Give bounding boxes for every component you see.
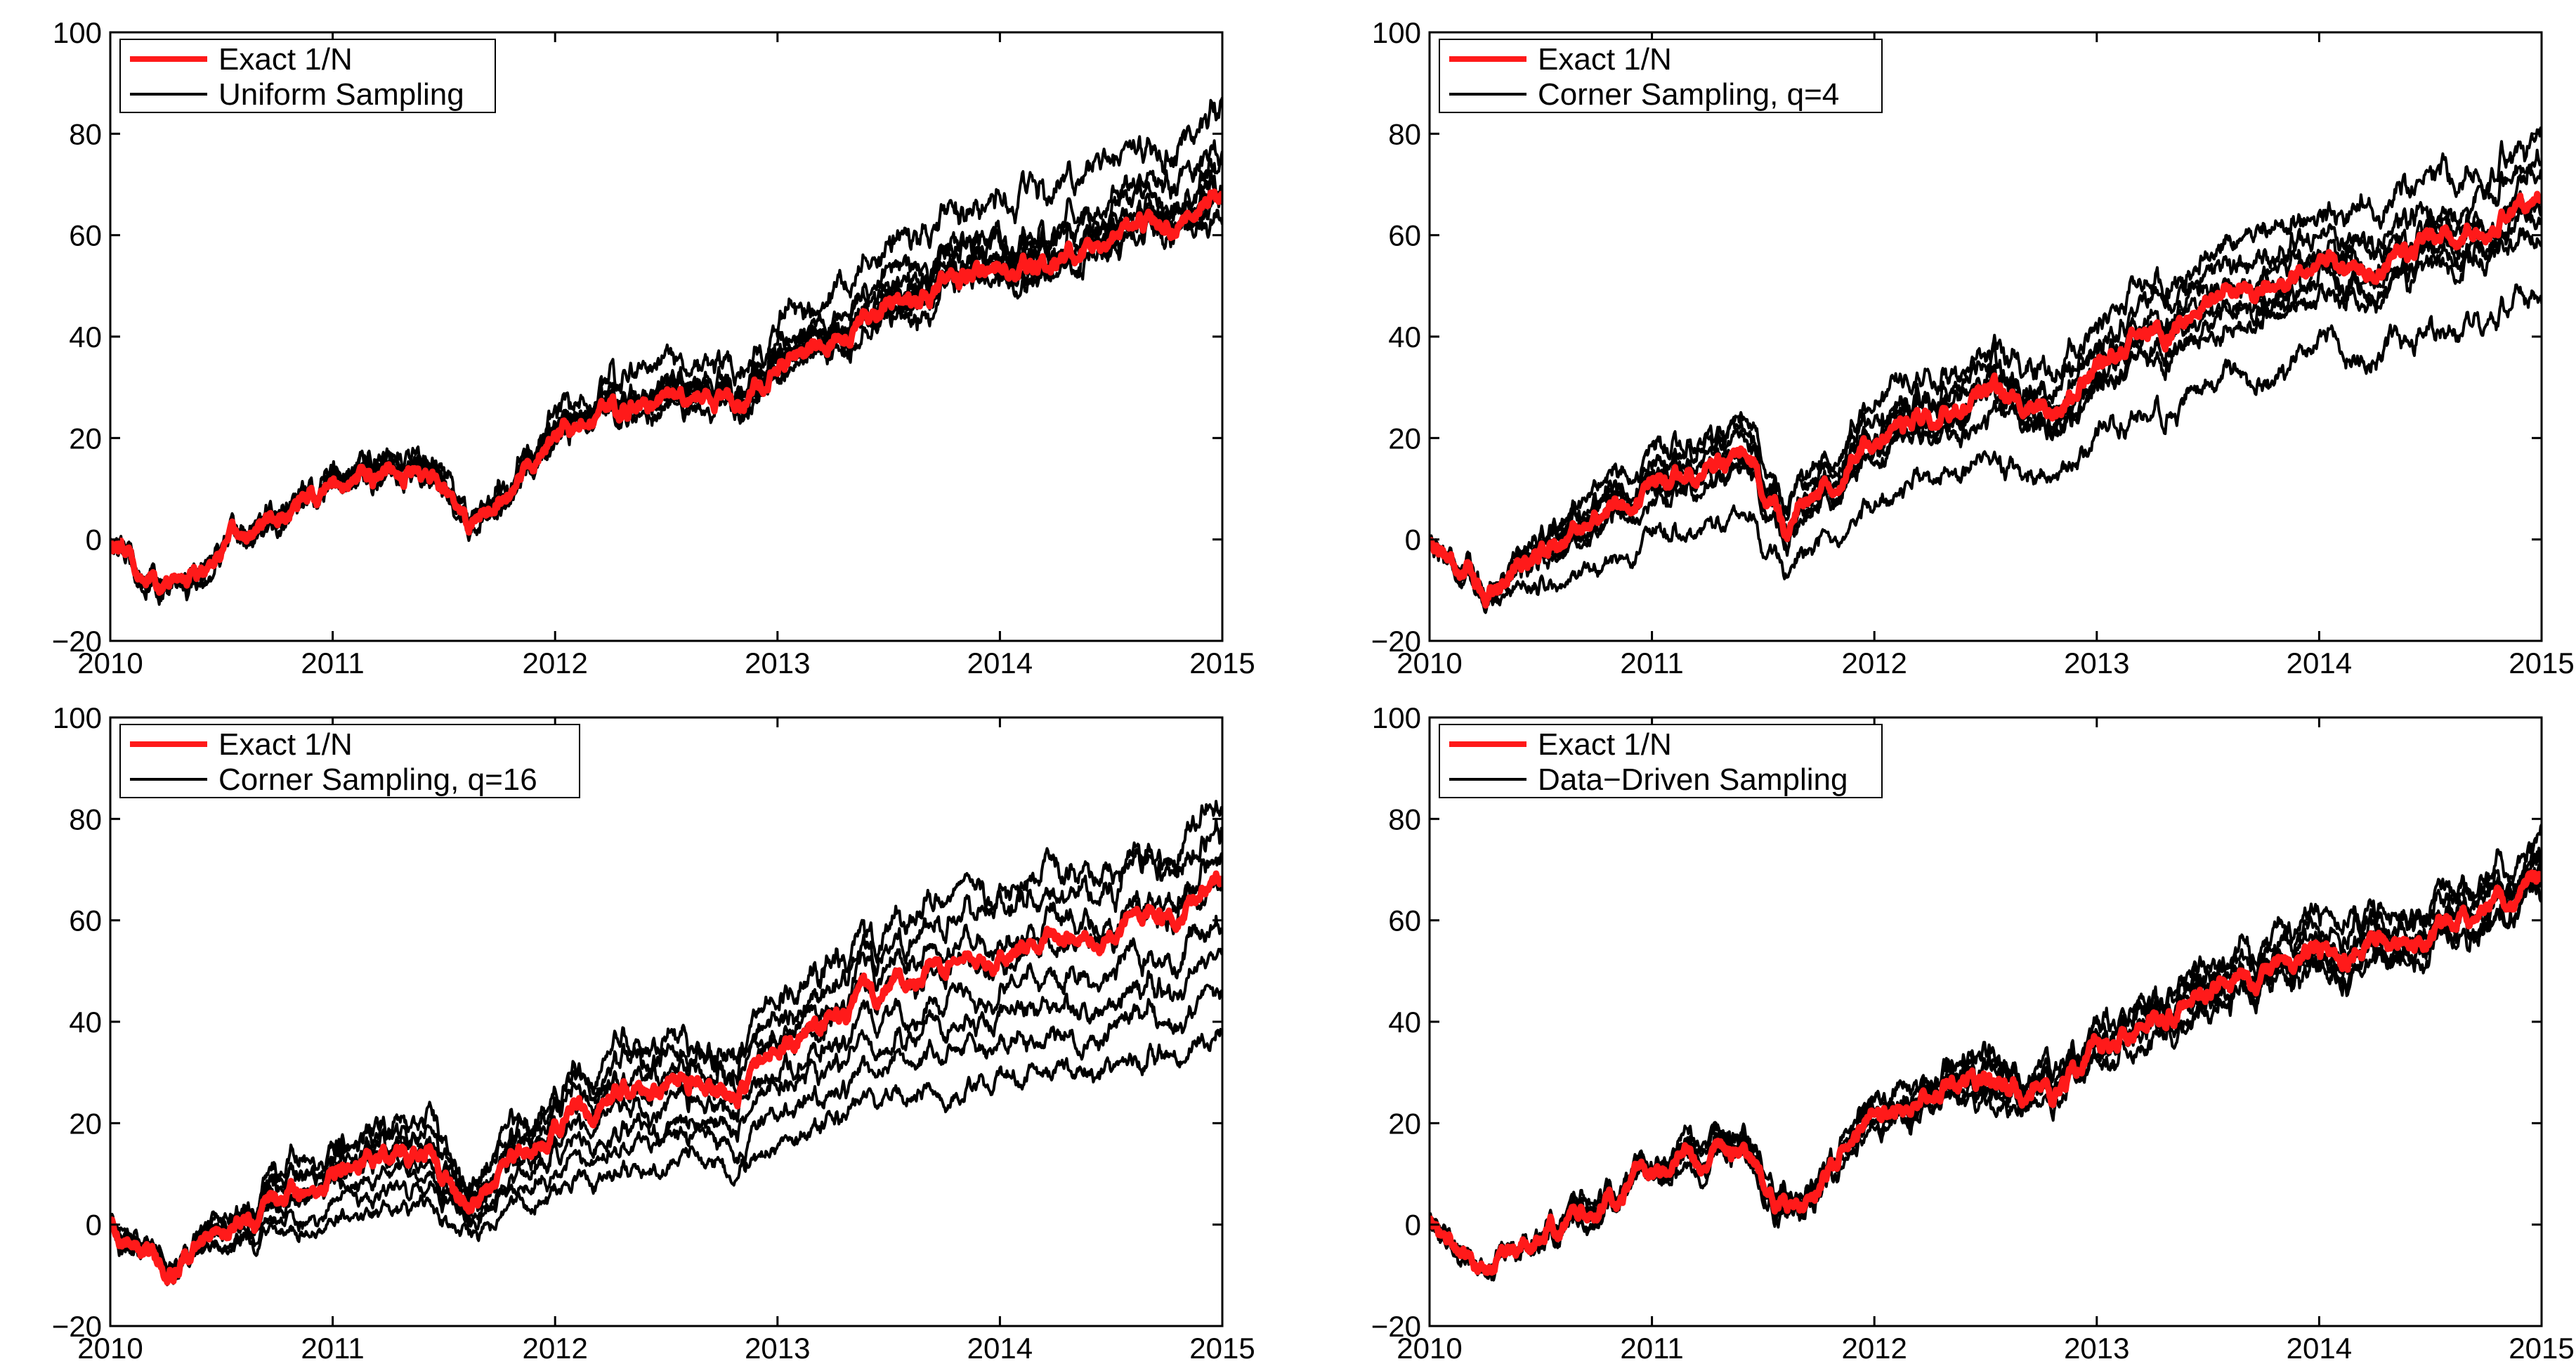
legend-label-sampled: Data−Driven Sampling bbox=[1538, 762, 1848, 797]
legend-label-exact: Exact 1/N bbox=[218, 727, 353, 762]
panel-corner-sampling-q16: −20 0 20 40 60 80 100 2010 2011 2012 2013 2014 2015 E… bbox=[52, 701, 1255, 1365]
sampled-series-line bbox=[1430, 167, 2542, 607]
y-tick-label: 100 bbox=[1372, 16, 1421, 49]
exact-series-line bbox=[1430, 869, 2542, 1276]
x-tick-label: 2011 bbox=[301, 646, 364, 680]
y-tick-label: 100 bbox=[53, 701, 102, 734]
y-tick-label: −20 bbox=[52, 1310, 102, 1343]
plot-area: −20 0 20 40 60 80 100 2010 2011 2012 2013 2014 2015 bbox=[52, 16, 1255, 680]
x-tick-label: 2013 bbox=[2064, 646, 2129, 680]
x-tick-label: 2015 bbox=[2509, 646, 2574, 680]
legend-box bbox=[119, 39, 496, 113]
x-tick-label: 2015 bbox=[1189, 646, 1255, 680]
y-tick-label: 20 bbox=[69, 1107, 102, 1140]
plot-area: −20 0 20 40 60 80 100 2010 2011 2012 2013 2014 2015 bbox=[1371, 16, 2575, 680]
x-tick-label: 2014 bbox=[967, 646, 1033, 680]
axes-box bbox=[109, 716, 1224, 1327]
sampled-series-line bbox=[110, 983, 1222, 1277]
x-tick-label: 2010 bbox=[77, 1332, 143, 1365]
panel-corner-sampling-q4: −20 0 20 40 60 80 100 2010 2011 2012 2013 2014 2015 E… bbox=[1371, 16, 2575, 680]
y-tick-label: 40 bbox=[1388, 1006, 1421, 1039]
y-tick-label: 80 bbox=[1388, 803, 1421, 836]
panel-uniform-sampling: −20 0 20 40 60 80 100 2010 2011 2012 2013 2014 2015 E… bbox=[52, 16, 1255, 680]
legend-box bbox=[1439, 724, 1883, 798]
sampled-series-line bbox=[1430, 283, 2542, 614]
y-tick-label: 80 bbox=[69, 117, 102, 150]
legend-label-exact: Exact 1/N bbox=[1538, 42, 1672, 77]
legend-label-sampled: Corner Sampling, q=4 bbox=[1538, 77, 1839, 112]
x-tick-label: 2013 bbox=[2064, 1332, 2129, 1365]
x-tick-label: 2012 bbox=[1841, 646, 1907, 680]
exact-series-line bbox=[1430, 190, 2542, 609]
axes-box bbox=[109, 31, 1224, 642]
series-lines bbox=[110, 97, 1222, 606]
y-tick-label: 20 bbox=[1388, 422, 1421, 455]
series-lines bbox=[110, 800, 1222, 1287]
exact-series-line bbox=[110, 870, 1222, 1286]
y-tick-label: 100 bbox=[53, 16, 102, 49]
x-tick-label: 2014 bbox=[967, 1332, 1033, 1365]
y-tick-label: 20 bbox=[69, 422, 102, 455]
y-tick-label: 0 bbox=[86, 524, 102, 557]
sampled-series-line bbox=[110, 1027, 1222, 1277]
y-tick-label: 40 bbox=[69, 1006, 102, 1039]
y-tick-label: 0 bbox=[1405, 524, 1421, 557]
series-lines bbox=[1430, 824, 2542, 1282]
x-tick-label: 2012 bbox=[1841, 1332, 1907, 1365]
y-tick-label: 60 bbox=[1388, 904, 1421, 937]
legend-label-sampled: Corner Sampling, q=16 bbox=[218, 762, 537, 797]
y-tick-label: 100 bbox=[1372, 701, 1421, 734]
series-lines bbox=[1430, 126, 2542, 614]
x-tick-label: 2012 bbox=[522, 646, 587, 680]
x-tick-label: 2010 bbox=[1397, 1332, 1462, 1365]
y-tick-label: −20 bbox=[1371, 1310, 1421, 1343]
x-tick-label: 2011 bbox=[1620, 646, 1683, 680]
sampled-series-line bbox=[1430, 204, 2542, 609]
x-tick-label: 2011 bbox=[301, 1332, 364, 1365]
axes-box bbox=[1428, 31, 2543, 642]
y-tick-label: −20 bbox=[1371, 625, 1421, 658]
y-tick-label: 60 bbox=[1388, 219, 1421, 252]
plot-area: −20 0 20 40 60 80 100 2010 2011 2012 2013 2014 2015 bbox=[52, 701, 1255, 1365]
y-tick-label: 20 bbox=[1388, 1107, 1421, 1140]
x-tick-label: 2012 bbox=[522, 1332, 587, 1365]
y-tick-label: 0 bbox=[1405, 1209, 1421, 1242]
y-tick-label: 60 bbox=[69, 219, 102, 252]
y-tick-label: 80 bbox=[1388, 117, 1421, 150]
x-tick-label: 2013 bbox=[745, 646, 810, 680]
y-tick-label: 40 bbox=[69, 320, 102, 353]
plot-area: −20 0 20 40 60 80 100 2010 2011 2012 2013 2014 2015 bbox=[1371, 701, 2575, 1365]
x-tick-label: 2014 bbox=[2287, 646, 2352, 680]
x-tick-label: 2015 bbox=[1189, 1332, 1255, 1365]
legend-label-exact: Exact 1/N bbox=[218, 42, 353, 77]
sampled-series-line bbox=[1430, 126, 2542, 613]
legend-box bbox=[119, 724, 580, 798]
legend-box bbox=[1439, 39, 1883, 113]
sampled-series-line bbox=[110, 818, 1222, 1285]
legend-label-sampled: Uniform Sampling bbox=[218, 77, 464, 112]
panel-data-driven-sampling: −20 0 20 40 60 80 100 2010 2011 2012 2013 2014 2015 E… bbox=[1371, 701, 2575, 1365]
x-tick-label: 2010 bbox=[1397, 646, 1462, 680]
y-tick-label: 60 bbox=[69, 904, 102, 937]
x-tick-label: 2010 bbox=[77, 646, 143, 680]
y-tick-label: −20 bbox=[52, 625, 102, 658]
x-tick-label: 2013 bbox=[745, 1332, 810, 1365]
x-tick-label: 2015 bbox=[2509, 1332, 2574, 1365]
sampled-series-line bbox=[110, 947, 1222, 1274]
exact-series-line bbox=[110, 188, 1222, 596]
y-tick-label: 0 bbox=[86, 1209, 102, 1242]
x-tick-label: 2014 bbox=[2287, 1332, 2352, 1365]
y-tick-label: 80 bbox=[69, 803, 102, 836]
axes-box bbox=[1428, 716, 2543, 1327]
y-tick-label: 40 bbox=[1388, 320, 1421, 353]
sampled-series-line bbox=[110, 800, 1222, 1287]
x-tick-label: 2011 bbox=[1620, 1332, 1683, 1365]
legend-label-exact: Exact 1/N bbox=[1538, 727, 1672, 762]
